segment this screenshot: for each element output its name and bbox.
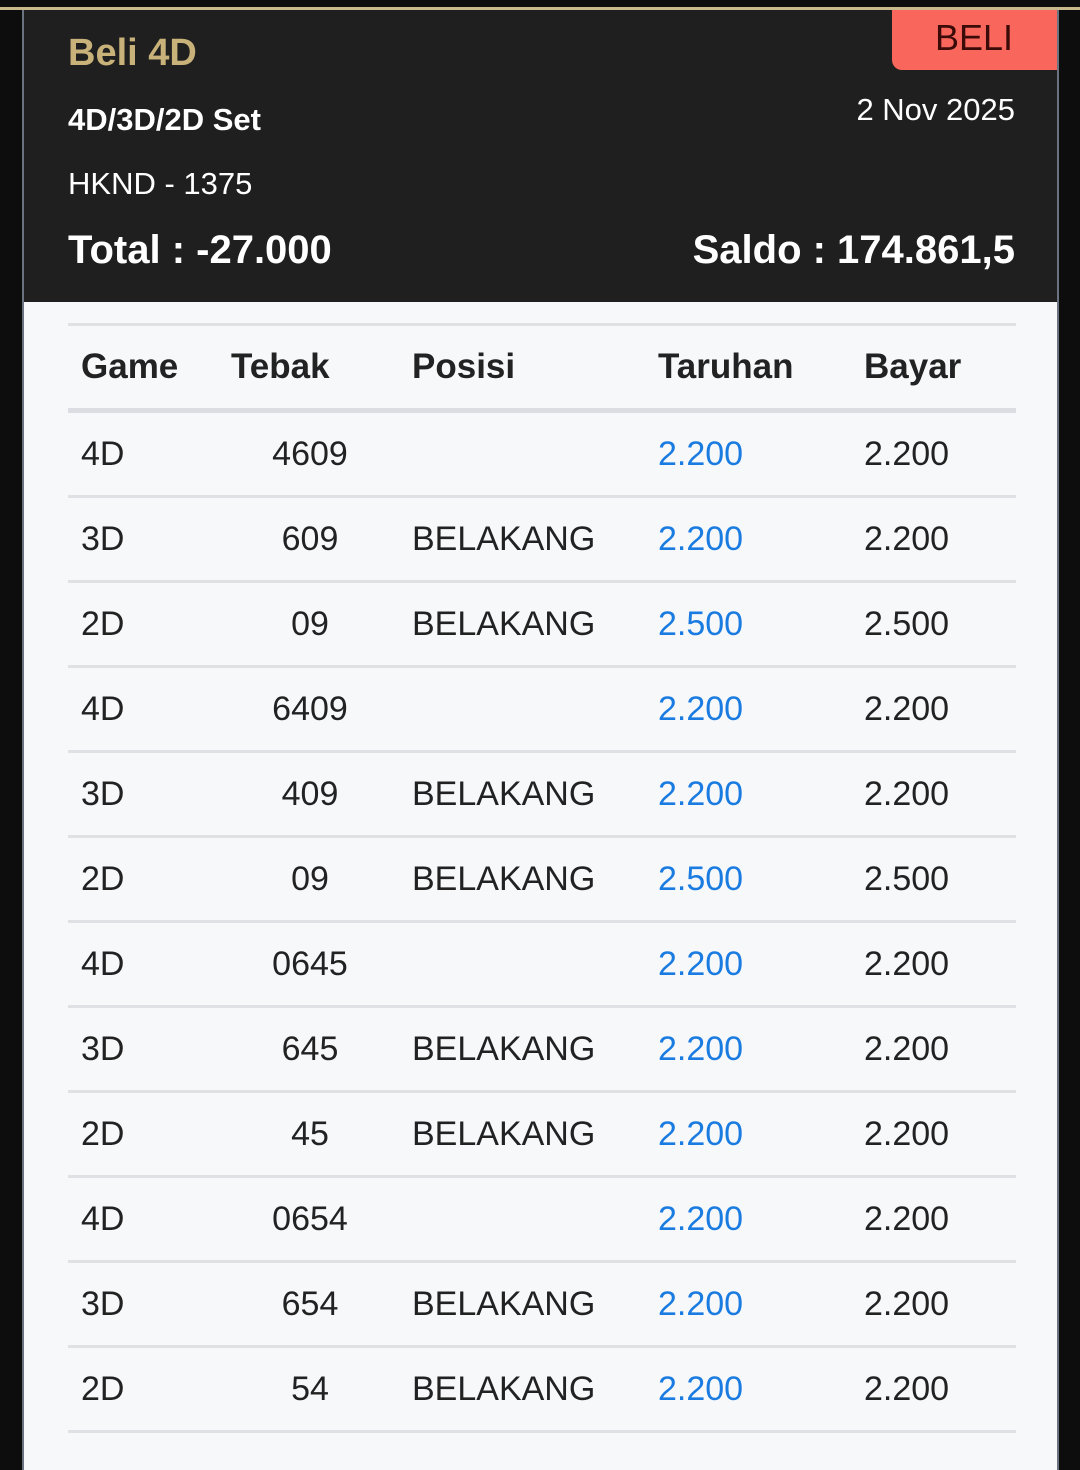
posisi-cell: BELAKANG — [399, 1091, 658, 1178]
taruhan-link[interactable]: 2.200 — [658, 666, 864, 753]
tebak-cell: 0654 — [221, 1176, 399, 1263]
game-cell: 4D — [68, 410, 221, 498]
tebak-cell: 654 — [221, 1261, 399, 1348]
game-cell: 3D — [68, 751, 221, 838]
posisi-cell — [399, 921, 658, 1008]
tebak-cell: 09 — [221, 836, 399, 923]
tebak-cell: 0645 — [221, 921, 399, 1008]
column-header-game: Game — [68, 324, 221, 413]
game-cell: 2D — [68, 1091, 221, 1178]
bet-header: Beli 4D BELI 4D/3D/2D Set 2 Nov 2025 HKN… — [24, 10, 1057, 302]
bayar-cell: 2.200 — [864, 1176, 1016, 1263]
tebak-cell: 645 — [221, 1006, 399, 1093]
bayar-cell: 2.200 — [864, 1261, 1016, 1348]
bet-card: Beli 4D BELI 4D/3D/2D Set 2 Nov 2025 HKN… — [22, 10, 1059, 1470]
bet-date: 2 Nov 2025 — [856, 92, 1015, 127]
taruhan-link[interactable]: 2.500 — [658, 836, 864, 923]
tebak-cell: 54 — [221, 1346, 399, 1433]
column-header-posisi: Posisi — [399, 324, 658, 413]
column-header-tebak: Tebak — [221, 324, 399, 413]
bet-table: Game Tebak Posisi Taruhan Bayar 4D 4609 2.… — [68, 323, 1016, 1433]
posisi-cell: BELAKANG — [399, 1346, 658, 1433]
top-divider — [0, 7, 1080, 10]
taruhan-link[interactable]: 2.200 — [658, 1261, 864, 1348]
bayar-cell: 2.200 — [864, 1006, 1016, 1093]
tebak-cell: 45 — [221, 1091, 399, 1178]
bayar-cell: 2.200 — [864, 496, 1016, 583]
posisi-cell — [399, 410, 658, 498]
taruhan-link[interactable]: 2.500 — [658, 581, 864, 668]
column-header-bayar: Bayar — [864, 324, 1016, 413]
taruhan-link[interactable]: 2.200 — [658, 921, 864, 1008]
game-cell: 3D — [68, 1006, 221, 1093]
taruhan-link[interactable]: 2.200 — [658, 1176, 864, 1263]
game-cell: 4D — [68, 921, 221, 1008]
posisi-cell: BELAKANG — [399, 751, 658, 838]
tebak-cell: 09 — [221, 581, 399, 668]
bet-type: 4D/3D/2D Set — [68, 102, 261, 137]
game-cell: 3D — [68, 1261, 221, 1348]
page-title: Beli 4D — [68, 32, 197, 74]
table-row: 4D 0654 2.200 2.200 — [68, 1176, 1016, 1263]
bayar-cell: 2.500 — [864, 836, 1016, 923]
bayar-cell: 2.200 — [864, 1091, 1016, 1178]
bayar-cell: 2.500 — [864, 581, 1016, 668]
tebak-cell: 409 — [221, 751, 399, 838]
table-header-row: Game Tebak Posisi Taruhan Bayar — [68, 324, 1016, 413]
tebak-cell: 6409 — [221, 666, 399, 753]
table-row: 3D 645 BELAKANG 2.200 2.200 — [68, 1006, 1016, 1093]
table-row: 2D 09 BELAKANG 2.500 2.500 — [68, 836, 1016, 923]
beli-badge[interactable]: BELI — [892, 10, 1057, 70]
taruhan-link[interactable]: 2.200 — [658, 1091, 864, 1178]
posisi-cell: BELAKANG — [399, 836, 658, 923]
bayar-cell: 2.200 — [864, 410, 1016, 498]
table-row: 2D 45 BELAKANG 2.200 2.200 — [68, 1091, 1016, 1178]
taruhan-link[interactable]: 2.200 — [658, 496, 864, 583]
taruhan-link[interactable]: 2.200 — [658, 1006, 864, 1093]
bayar-cell: 2.200 — [864, 1346, 1016, 1433]
game-cell: 3D — [68, 496, 221, 583]
table-row: 3D 654 BELAKANG 2.200 2.200 — [68, 1261, 1016, 1348]
taruhan-link[interactable]: 2.200 — [658, 751, 864, 838]
table-row: 2D 09 BELAKANG 2.500 2.500 — [68, 581, 1016, 668]
posisi-cell: BELAKANG — [399, 1261, 658, 1348]
bayar-cell: 2.200 — [864, 921, 1016, 1008]
game-cell: 2D — [68, 836, 221, 923]
table-row: 4D 4609 2.200 2.200 — [68, 410, 1016, 498]
game-cell: 2D — [68, 581, 221, 668]
posisi-cell: BELAKANG — [399, 496, 658, 583]
column-header-taruhan: Taruhan — [658, 324, 864, 413]
bayar-cell: 2.200 — [864, 666, 1016, 753]
game-cell: 2D — [68, 1346, 221, 1433]
bayar-cell: 2.200 — [864, 751, 1016, 838]
game-cell: 4D — [68, 666, 221, 753]
balance-amount: Saldo : 174.861,5 — [692, 228, 1015, 272]
market-period: HKND - 1375 — [68, 166, 253, 201]
total-amount: Total : -27.000 — [68, 228, 332, 272]
posisi-cell — [399, 666, 658, 753]
table-row: 4D 0645 2.200 2.200 — [68, 921, 1016, 1008]
posisi-cell: BELAKANG — [399, 1006, 658, 1093]
posisi-cell — [399, 1176, 658, 1263]
table-row: 3D 409 BELAKANG 2.200 2.200 — [68, 751, 1016, 838]
table-row: 4D 6409 2.200 2.200 — [68, 666, 1016, 753]
posisi-cell: BELAKANG — [399, 581, 658, 668]
table-row: 2D 54 BELAKANG 2.200 2.200 — [68, 1346, 1016, 1433]
taruhan-link[interactable]: 2.200 — [658, 1346, 864, 1433]
taruhan-link[interactable]: 2.200 — [658, 410, 864, 498]
table-row: 3D 609 BELAKANG 2.200 2.200 — [68, 496, 1016, 583]
game-cell: 4D — [68, 1176, 221, 1263]
tebak-cell: 4609 — [221, 410, 399, 498]
tebak-cell: 609 — [221, 496, 399, 583]
